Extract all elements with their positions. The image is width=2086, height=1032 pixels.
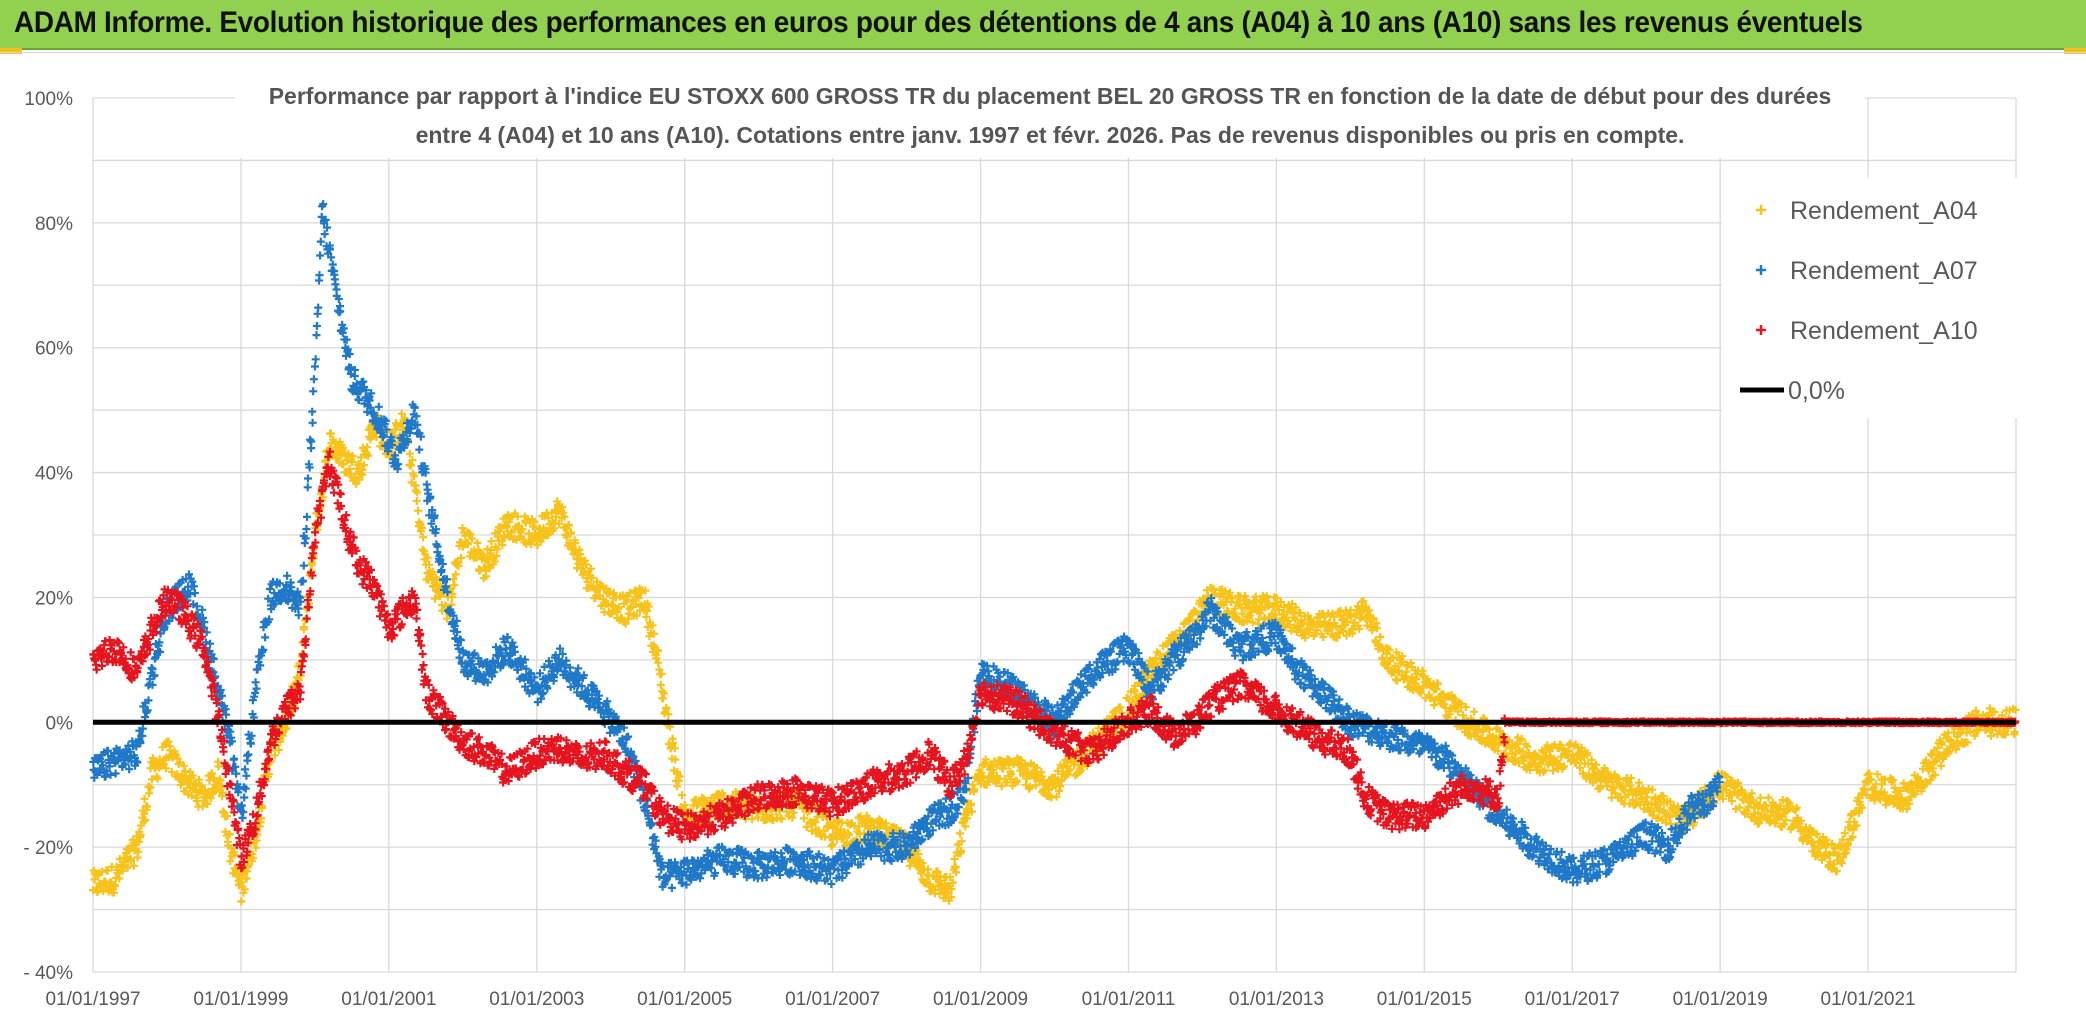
- legend-label: Rendement_A07: [1790, 257, 1978, 285]
- x-tick-label: 01/01/2015: [1377, 989, 1472, 1010]
- y-tick-label: 0%: [46, 713, 74, 734]
- y-tick-label: 80%: [35, 214, 73, 235]
- y-tick-label: - 20%: [23, 838, 73, 859]
- x-tick-label: 01/01/2005: [637, 989, 732, 1010]
- header-accent-right: [2064, 48, 2086, 54]
- legend-label: 0,0%: [1788, 377, 1845, 405]
- y-tick-label: 20%: [35, 588, 73, 609]
- legend-background: [1722, 178, 2018, 418]
- chart-title-background: [235, 80, 1865, 158]
- x-tick-label: 01/01/1997: [45, 989, 140, 1010]
- x-tick-label: 01/01/2011: [1082, 989, 1176, 1010]
- y-tick-label: 100%: [24, 89, 73, 110]
- x-tick-label: 01/01/2007: [785, 989, 880, 1010]
- x-axis-ticks: 01/01/1997 01/01/1999 01/01/2001 01/01/2003…: [45, 989, 1915, 1010]
- x-tick-label: 01/01/2017: [1525, 989, 1620, 1010]
- header-accent-left: [0, 48, 22, 54]
- legend-swatch-a04: [1756, 205, 1766, 215]
- legend-label: Rendement_A04: [1790, 197, 1978, 225]
- x-tick-label: 01/01/2003: [489, 989, 584, 1010]
- x-tick-label: 01/01/2001: [341, 989, 436, 1010]
- legend-label: Rendement_A10: [1790, 317, 1978, 345]
- x-tick-label: 01/01/1999: [193, 989, 288, 1010]
- y-tick-label: 40%: [35, 464, 73, 485]
- chart-title-line1: Performance par rapport à l'indice EU ST…: [269, 83, 1832, 109]
- legend-swatch-a07: [1756, 265, 1766, 275]
- series-markers-a04: [89, 409, 2020, 906]
- x-tick-label: 01/01/2019: [1673, 989, 1768, 1010]
- series-Rendement_A04: [89, 409, 2020, 906]
- y-tick-label: 60%: [35, 339, 73, 360]
- chart-title-line2: entre 4 (A04) et 10 ans (A10). Cotations…: [416, 122, 1685, 148]
- y-axis-ticks: 100% 80% 60% 40% 20% 0% - 20% - 40%: [23, 89, 73, 984]
- legend-swatch-a10: [1756, 325, 1766, 335]
- x-tick-label: 01/01/2009: [933, 989, 1028, 1010]
- x-tick-label: 01/01/2021: [1821, 989, 1916, 1010]
- legend: Rendement_A04 Rendement_A07 Rendement_A10 0…: [1722, 178, 2018, 418]
- page-title: ADAM Informe. Evolution historique des p…: [14, 6, 1863, 39]
- x-tick-label: 01/01/2013: [1229, 989, 1324, 1010]
- page-header: ADAM Informe. Evolution historique des p…: [0, 0, 2086, 50]
- y-tick-label: - 40%: [23, 963, 73, 984]
- chart-frame: [0, 52, 2086, 1032]
